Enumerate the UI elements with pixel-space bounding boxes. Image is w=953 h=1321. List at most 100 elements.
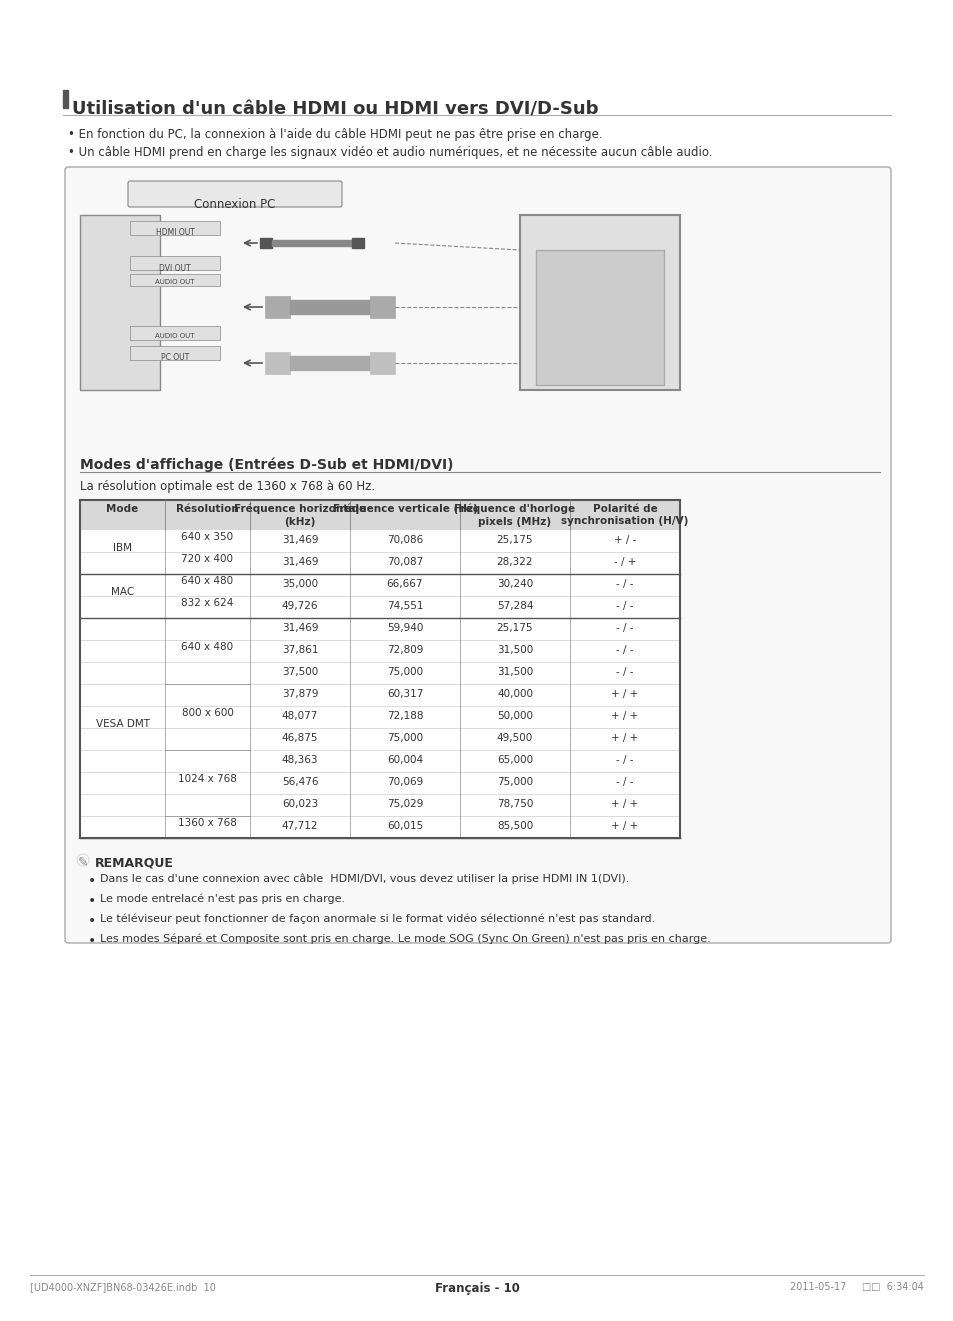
Text: 75,029: 75,029: [386, 799, 423, 808]
Text: 75,000: 75,000: [387, 733, 422, 742]
Text: 85,500: 85,500: [497, 820, 533, 831]
Text: 70,087: 70,087: [387, 557, 423, 567]
Text: - / -: - / -: [616, 624, 633, 633]
Text: + / +: + / +: [611, 690, 638, 699]
Text: - / +: - / +: [613, 557, 636, 567]
Bar: [272, 240, 352, 246]
Bar: [80, 530, 679, 552]
Text: 1024 x 768: 1024 x 768: [178, 774, 236, 783]
Text: 35,000: 35,000: [282, 579, 317, 589]
Text: Français - 10: Français - 10: [435, 1281, 518, 1295]
Text: Polarité de
synchronisation (H/V): Polarité de synchronisation (H/V): [560, 505, 688, 526]
Bar: [80, 215, 160, 390]
Text: VESA DMT: VESA DMT: [95, 719, 150, 729]
Text: + / +: + / +: [611, 733, 638, 742]
Text: IBM: IBM: [112, 543, 132, 553]
Bar: [80, 596, 679, 618]
Bar: [80, 501, 679, 530]
Text: 640 x 480: 640 x 480: [181, 576, 233, 587]
Text: 640 x 350: 640 x 350: [181, 532, 233, 542]
Text: ✎: ✎: [77, 856, 89, 869]
Text: + / +: + / +: [611, 711, 638, 721]
Text: 720 x 400: 720 x 400: [181, 553, 233, 564]
Text: 31,469: 31,469: [281, 624, 318, 633]
Text: - / -: - / -: [616, 777, 633, 787]
Text: 70,069: 70,069: [387, 777, 423, 787]
Bar: [265, 296, 290, 318]
Text: 2011-05-17     □□  6:34:04: 2011-05-17 □□ 6:34:04: [789, 1281, 923, 1292]
Text: 46,875: 46,875: [281, 733, 318, 742]
Text: + / +: + / +: [611, 820, 638, 831]
Text: + / -: + / -: [613, 535, 636, 546]
Text: Résolution: Résolution: [176, 505, 238, 514]
Text: HDMI OUT: HDMI OUT: [155, 229, 194, 236]
Text: 75,000: 75,000: [497, 777, 533, 787]
Bar: [80, 618, 679, 639]
Text: 31,469: 31,469: [281, 535, 318, 546]
Text: 640 x 480: 640 x 480: [181, 642, 233, 653]
Text: 60,004: 60,004: [387, 756, 422, 765]
Text: •: •: [88, 914, 96, 927]
Text: La résolution optimale est de 1360 x 768 à 60 Hz.: La résolution optimale est de 1360 x 768…: [80, 480, 375, 493]
Text: 30,240: 30,240: [497, 579, 533, 589]
Bar: [80, 794, 679, 816]
Text: 31,500: 31,500: [497, 645, 533, 655]
Text: 37,500: 37,500: [281, 667, 317, 676]
Bar: [80, 705, 679, 728]
Text: - / -: - / -: [616, 601, 633, 612]
Text: REMARQUE: REMARQUE: [95, 856, 173, 869]
Text: - / -: - / -: [616, 645, 633, 655]
Text: 25,175: 25,175: [497, 624, 533, 633]
Text: 1360 x 768: 1360 x 768: [178, 818, 236, 828]
Bar: [80, 552, 679, 575]
Text: AUDIO OUT: AUDIO OUT: [155, 279, 194, 285]
Text: 50,000: 50,000: [497, 711, 533, 721]
Text: 800 x 600: 800 x 600: [181, 708, 233, 719]
Bar: [290, 300, 370, 314]
Bar: [80, 639, 679, 662]
Text: 60,015: 60,015: [387, 820, 423, 831]
Text: 40,000: 40,000: [497, 690, 533, 699]
Text: Fréquence verticale (Hz): Fréquence verticale (Hz): [333, 505, 476, 514]
Bar: [290, 355, 370, 370]
Bar: [130, 221, 220, 235]
Text: Fréquence d'horloge
pixels (MHz): Fréquence d'horloge pixels (MHz): [454, 505, 575, 527]
Text: [UD4000-XNZF]BN68-03426E.indb  10: [UD4000-XNZF]BN68-03426E.indb 10: [30, 1281, 215, 1292]
Text: 49,726: 49,726: [281, 601, 318, 612]
FancyBboxPatch shape: [128, 181, 341, 207]
Bar: [80, 816, 679, 838]
Text: 66,667: 66,667: [386, 579, 423, 589]
Bar: [130, 273, 220, 287]
Text: PC OUT: PC OUT: [161, 353, 189, 362]
Bar: [80, 728, 679, 750]
Bar: [63, 90, 68, 108]
Bar: [130, 346, 220, 361]
Text: MAC: MAC: [111, 587, 134, 597]
Text: Connexion PC: Connexion PC: [194, 198, 275, 211]
Text: 72,809: 72,809: [386, 645, 423, 655]
Text: Mode: Mode: [107, 505, 138, 514]
Bar: [130, 326, 220, 339]
Bar: [80, 771, 679, 794]
Text: 70,086: 70,086: [387, 535, 423, 546]
Text: 48,363: 48,363: [281, 756, 318, 765]
Text: •: •: [88, 934, 96, 948]
Text: 31,469: 31,469: [281, 557, 318, 567]
Text: 72,188: 72,188: [386, 711, 423, 721]
Text: •: •: [88, 875, 96, 888]
Text: 60,023: 60,023: [281, 799, 317, 808]
Text: •: •: [88, 894, 96, 908]
Text: 59,940: 59,940: [386, 624, 423, 633]
Bar: [80, 750, 679, 771]
Text: Dans le cas d'une connexion avec câble  HDMI/DVI, vous devez utiliser la prise H: Dans le cas d'une connexion avec câble H…: [100, 875, 629, 885]
Bar: [80, 575, 679, 596]
Text: Les modes Séparé et Composite sont pris en charge. Le mode SOG (Sync On Green) n: Les modes Séparé et Composite sont pris …: [100, 934, 710, 945]
Text: Fréquence horizontale
(kHz): Fréquence horizontale (kHz): [233, 505, 366, 527]
Text: 74,551: 74,551: [386, 601, 423, 612]
Text: + / +: + / +: [611, 799, 638, 808]
FancyBboxPatch shape: [65, 166, 890, 943]
Bar: [80, 662, 679, 684]
Text: 48,077: 48,077: [281, 711, 318, 721]
Bar: [260, 238, 272, 248]
Text: - / -: - / -: [616, 756, 633, 765]
